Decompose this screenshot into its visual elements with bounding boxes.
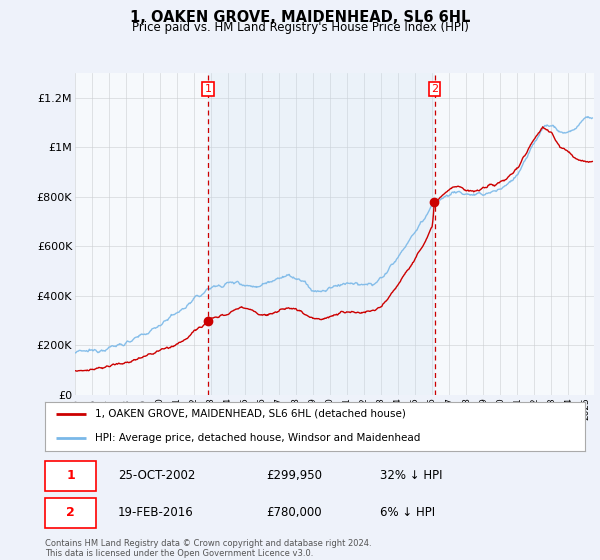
Bar (75, 73, 208, 395)
Text: 1, OAKEN GROVE, MAIDENHEAD, SL6 6HL: 1, OAKEN GROVE, MAIDENHEAD, SL6 6HL (130, 10, 470, 25)
Text: 19-FEB-2016: 19-FEB-2016 (118, 506, 194, 519)
Text: HPI: Average price, detached house, Windsor and Maidenhead: HPI: Average price, detached house, Wind… (95, 433, 420, 444)
Text: Price paid vs. HM Land Registry's House Price Index (HPI): Price paid vs. HM Land Registry's House … (131, 21, 469, 34)
Text: 6% ↓ HPI: 6% ↓ HPI (380, 506, 435, 519)
FancyBboxPatch shape (45, 461, 96, 491)
Text: 25-OCT-2002: 25-OCT-2002 (118, 469, 195, 482)
Bar (434, 73, 594, 395)
Text: 1, OAKEN GROVE, MAIDENHEAD, SL6 6HL (detached house): 1, OAKEN GROVE, MAIDENHEAD, SL6 6HL (det… (95, 409, 406, 419)
Text: 2: 2 (66, 506, 75, 519)
Text: 1: 1 (66, 469, 75, 482)
FancyBboxPatch shape (45, 498, 96, 528)
Text: 2: 2 (431, 84, 438, 94)
Text: 1: 1 (205, 84, 212, 94)
Text: Contains HM Land Registry data © Crown copyright and database right 2024.
This d: Contains HM Land Registry data © Crown c… (45, 539, 371, 558)
Bar (208, 73, 434, 395)
Text: 32% ↓ HPI: 32% ↓ HPI (380, 469, 442, 482)
Text: £780,000: £780,000 (266, 506, 322, 519)
Text: £299,950: £299,950 (266, 469, 322, 482)
